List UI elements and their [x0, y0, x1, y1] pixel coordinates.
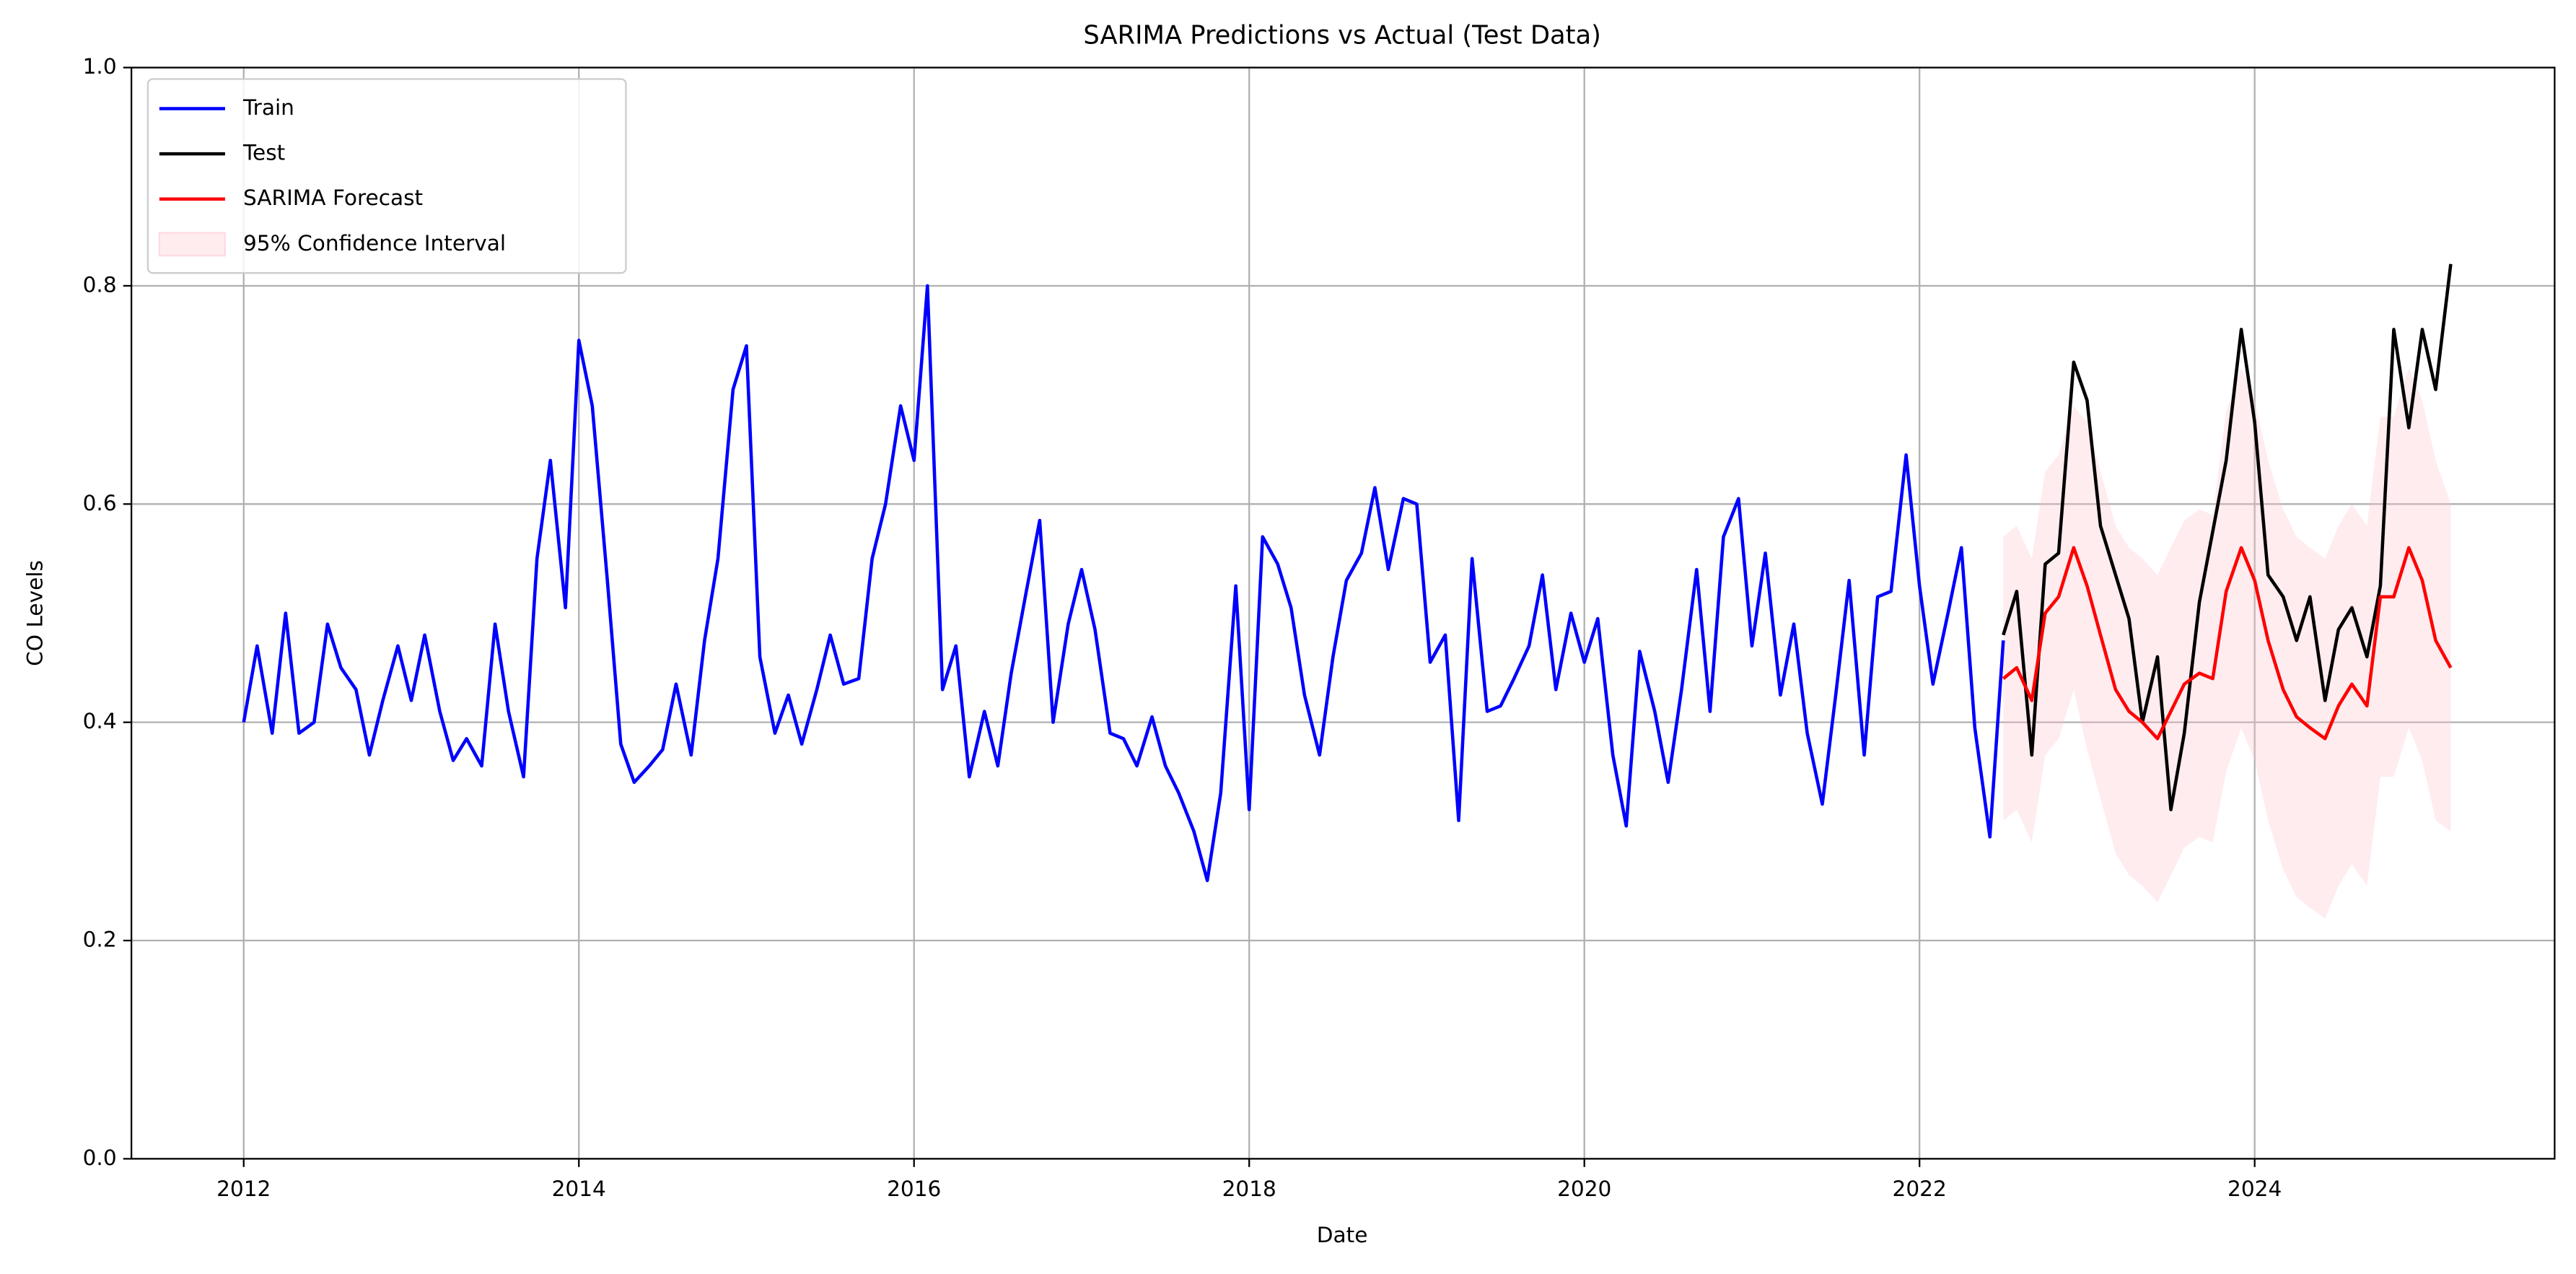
y-tick-label: 0.0 — [83, 1146, 117, 1170]
series-line — [242, 284, 2005, 883]
y-tick-label: 0.4 — [83, 709, 117, 733]
y-tick-label: 1.0 — [83, 54, 117, 79]
legend-label: SARIMA Forecast — [243, 186, 423, 210]
legend: Train Test SARIMA Forecast 95% Confidence I… — [146, 78, 627, 274]
series-line — [2002, 546, 2453, 741]
legend-label: Train — [242, 95, 294, 120]
legend-label: Test — [242, 141, 285, 165]
x-axis-label: Date — [1317, 1223, 1368, 1247]
x-tick-label: 2020 — [1557, 1177, 1611, 1201]
chart-title: SARIMA Predictions vs Actual (Test Data) — [1083, 20, 1600, 50]
x-tick-label: 2022 — [1893, 1177, 1947, 1201]
y-tick-label: 0.8 — [83, 272, 117, 297]
y-tick-label: 0.2 — [83, 928, 117, 952]
legend-box — [146, 78, 627, 274]
x-tick-label: 2024 — [2227, 1177, 2282, 1201]
x-tick-label: 2012 — [216, 1177, 271, 1201]
plot-frame — [131, 66, 2556, 1160]
x-tick-label: 2018 — [1222, 1177, 1276, 1201]
x-tick-label: 2016 — [887, 1177, 941, 1201]
legend-label: 95% Confidence Interval — [243, 231, 506, 256]
y-tick-label: 0.6 — [83, 491, 117, 515]
x-tick-label: 2014 — [552, 1177, 606, 1201]
series-line — [2002, 263, 2453, 811]
legend-swatch — [158, 232, 227, 257]
y-axis-label: CO Levels — [23, 560, 48, 666]
confidence-band — [2003, 367, 2451, 919]
